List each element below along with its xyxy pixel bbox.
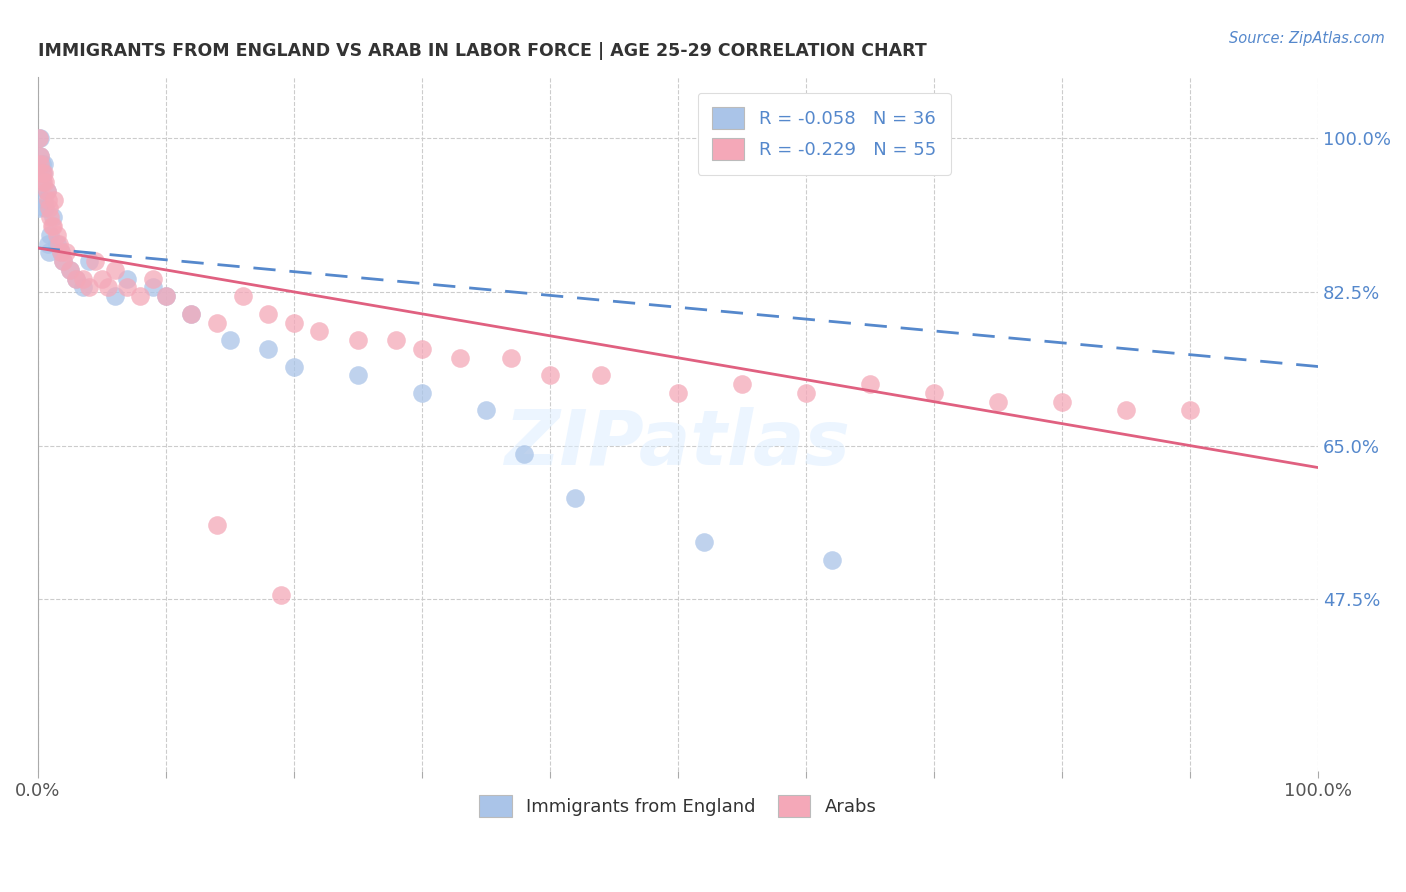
Point [155,289,177,303]
Point [449,351,471,365]
Point [308,325,330,339]
Point [59,263,82,277]
Point [346,333,368,347]
Point [794,385,817,400]
Point [42,219,65,233]
Point [31,175,53,189]
Point [30,157,52,171]
Point [77,280,100,294]
Point [117,280,139,294]
Point [591,368,613,383]
Point [180,307,202,321]
Point [411,342,433,356]
Point [28,202,51,216]
Text: IMMIGRANTS FROM ENGLAND VS ARAB IN LABOR FORCE | AGE 25-29 CORRELATION CHART: IMMIGRANTS FROM ENGLAND VS ARAB IN LABOR… [38,42,927,60]
Point [49,245,72,260]
Point [117,271,139,285]
Legend: Immigrants from England, Arabs: Immigrants from England, Arabs [472,788,883,824]
Point [283,359,305,374]
Point [257,342,280,356]
Point [31,175,53,189]
Point [31,166,53,180]
Point [31,166,53,180]
Point [346,368,368,383]
Point [35,184,58,198]
Point [129,289,152,303]
Point [103,263,125,277]
Point [32,157,55,171]
Point [731,377,754,392]
Point [41,219,63,233]
Point [666,385,689,400]
Point [232,289,254,303]
Point [59,263,82,277]
Point [257,307,280,321]
Point [55,245,77,260]
Point [45,227,67,242]
Point [52,254,75,268]
Point [44,193,66,207]
Point [142,280,165,294]
Point [84,254,107,268]
Point [411,385,433,400]
Point [65,271,87,285]
Point [97,280,120,294]
Point [28,131,51,145]
Point [49,245,72,260]
Point [475,403,498,417]
Point [859,377,882,392]
Point [180,307,202,321]
Text: Source: ZipAtlas.com: Source: ZipAtlas.com [1229,31,1385,46]
Point [1115,403,1137,417]
Text: ZIPatlas: ZIPatlas [505,408,851,482]
Point [65,271,87,285]
Point [385,333,408,347]
Point [37,236,59,251]
Point [142,271,165,285]
Point [72,271,94,285]
Point [538,368,561,383]
Point [39,210,62,224]
Point [205,517,228,532]
Point [155,289,177,303]
Point [90,271,112,285]
Y-axis label: In Labor Force | Age 25-29: In Labor Force | Age 25-29 [0,318,8,530]
Point [37,193,59,207]
Point [820,553,842,567]
Point [30,131,52,145]
Point [1050,394,1073,409]
Point [34,202,56,216]
Point [283,316,305,330]
Point [30,149,52,163]
Point [922,385,945,400]
Point [42,210,65,224]
Point [77,254,100,268]
Point [35,184,58,198]
Point [38,202,60,216]
Point [32,166,55,180]
Point [103,289,125,303]
Point [52,254,75,268]
Point [218,333,240,347]
Point [692,535,714,549]
Point [72,280,94,294]
Point [39,227,62,242]
Point [31,157,53,171]
Point [501,351,523,365]
Point [38,245,60,260]
Point [270,588,292,602]
Point [205,316,228,330]
Point [45,236,67,251]
Point [564,491,586,506]
Point [513,447,536,461]
Point [34,175,56,189]
Point [48,236,70,251]
Point [1178,403,1201,417]
Point [32,193,55,207]
Point [30,149,52,163]
Point [987,394,1010,409]
